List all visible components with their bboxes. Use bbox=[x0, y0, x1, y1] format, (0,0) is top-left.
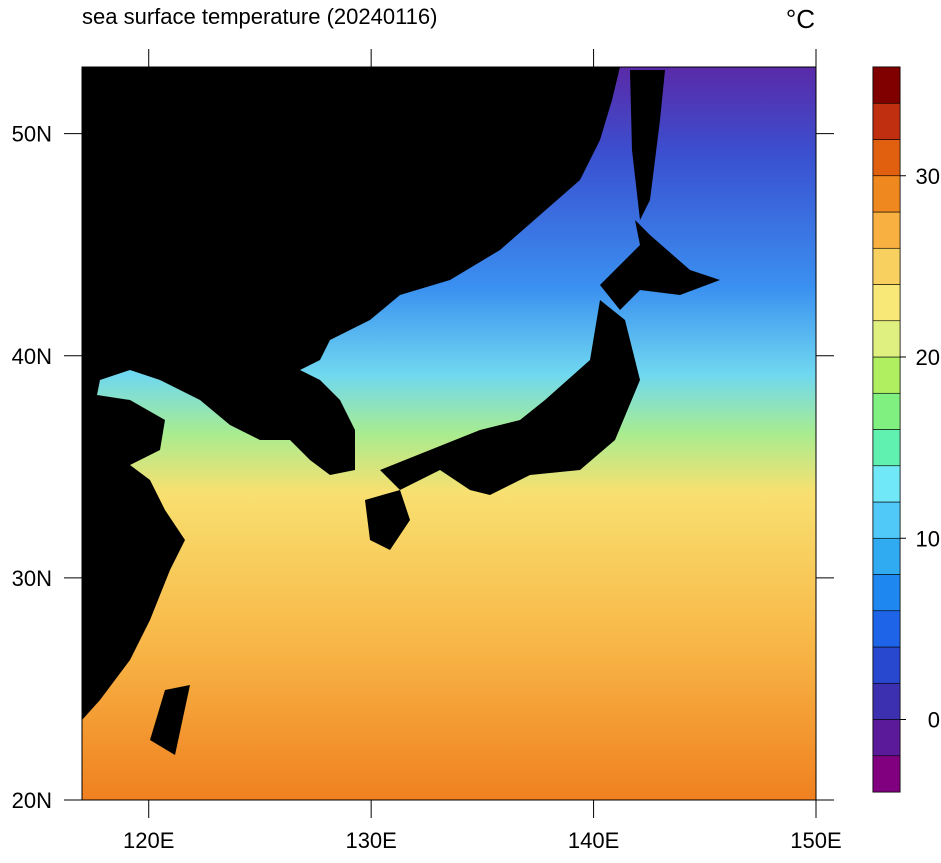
colorbar-tick-label: 20 bbox=[916, 345, 940, 370]
colorbar-segment bbox=[872, 537, 901, 575]
colorbar-segment bbox=[872, 755, 901, 793]
y-tick-label: 20N bbox=[12, 788, 52, 813]
colorbar-segment bbox=[872, 139, 901, 177]
colorbar-segment bbox=[872, 320, 901, 358]
land-taiwan bbox=[150, 685, 190, 755]
colorbar-segment bbox=[872, 646, 901, 684]
title: sea surface temperature (20240116) bbox=[82, 4, 437, 29]
y-tick-label: 50N bbox=[12, 122, 52, 147]
colorbar-segment bbox=[872, 247, 901, 285]
land-hokkaido bbox=[600, 220, 720, 310]
units: °C bbox=[786, 4, 815, 34]
colorbar-segment bbox=[872, 102, 901, 140]
colorbar-segment bbox=[872, 66, 901, 104]
x-tick-label: 140E bbox=[568, 828, 619, 853]
colorbar-segment bbox=[872, 501, 901, 539]
colorbar-segment bbox=[872, 175, 901, 213]
land-sakhalin bbox=[630, 70, 665, 220]
colorbar-segment bbox=[872, 682, 901, 720]
land-kyushu bbox=[365, 490, 410, 550]
colorbar-segment bbox=[872, 610, 901, 648]
colorbar-tick-label: 30 bbox=[916, 164, 940, 189]
x-tick-label: 120E bbox=[123, 828, 174, 853]
colorbar-segment bbox=[872, 719, 901, 757]
colorbar-segment bbox=[872, 284, 901, 322]
colorbar-tick-label: 0 bbox=[928, 708, 940, 733]
colorbar-segment bbox=[872, 211, 901, 249]
colorbar-segment bbox=[872, 429, 901, 467]
x-tick-label: 150E bbox=[790, 828, 841, 853]
land-honshu bbox=[380, 300, 640, 495]
colorbar-segment bbox=[872, 356, 901, 394]
y-tick-label: 40N bbox=[12, 344, 52, 369]
map-area bbox=[81, 66, 817, 801]
colorbar-segment bbox=[872, 465, 901, 503]
colorbar-segment bbox=[872, 574, 901, 612]
colorbar-segment bbox=[872, 392, 901, 430]
x-tick-label: 130E bbox=[345, 828, 396, 853]
colorbar-tick-label: 10 bbox=[916, 526, 940, 551]
land-mainland bbox=[82, 67, 620, 720]
y-tick-label: 30N bbox=[12, 566, 52, 591]
map-frame bbox=[81, 66, 817, 801]
